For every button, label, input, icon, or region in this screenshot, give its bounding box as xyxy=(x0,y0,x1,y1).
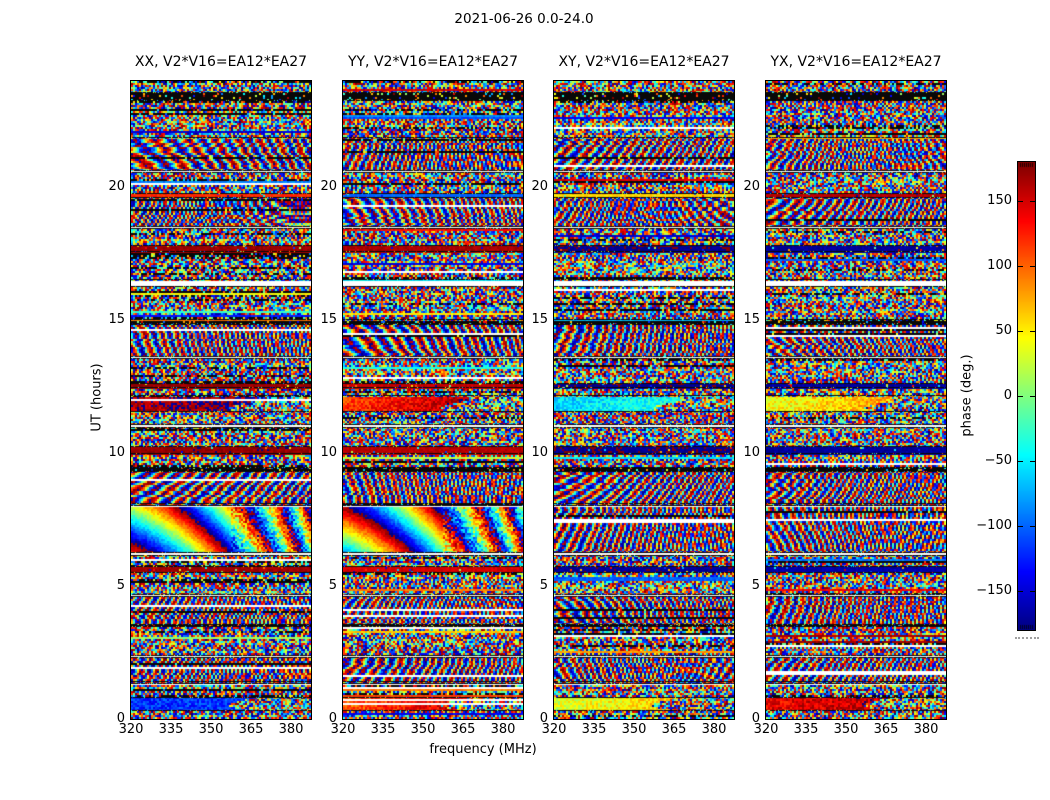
x-tick-label: 365 xyxy=(873,722,899,737)
colorbar-tick-mark xyxy=(1030,201,1035,202)
x-tick-label: 380 xyxy=(913,722,939,737)
x-tick-label: 350 xyxy=(833,722,859,737)
x-tick-label: 365 xyxy=(450,722,476,737)
colorbar-tick-mark xyxy=(1018,591,1023,592)
colorbar-tick-mark xyxy=(1018,201,1023,202)
x-tick-label: 365 xyxy=(238,722,264,737)
y-tick-label: 20 xyxy=(743,179,760,195)
y-tick-label: 20 xyxy=(531,179,548,195)
panel-title-YY: YY, V2*V16=EA12*EA27 xyxy=(347,54,519,70)
x-tick-label: 335 xyxy=(793,722,819,737)
y-tick-label: 5 xyxy=(328,578,337,594)
panel-title-XX: XX, V2*V16=EA12*EA27 xyxy=(134,54,308,70)
x-tick-label: 335 xyxy=(158,722,184,737)
panel-title-YX: YX, V2*V16=EA12*EA27 xyxy=(770,54,942,70)
x-tick-label: 320 xyxy=(541,722,567,737)
x-tick-label: 335 xyxy=(581,722,607,737)
y-tick-label: 10 xyxy=(108,445,125,461)
y-tick-label: 15 xyxy=(743,312,760,328)
colorbar-tick-mark xyxy=(1018,266,1023,267)
colorbar-tick-label: 0 xyxy=(1003,388,1012,403)
colorbar-tick-mark xyxy=(1030,396,1035,397)
x-tick-label: 350 xyxy=(621,722,647,737)
x-tick-label: 380 xyxy=(278,722,304,737)
colorbar-gradient xyxy=(1017,161,1036,631)
heatmap-XY xyxy=(553,80,735,720)
panel-title-XY: XY, V2*V16=EA12*EA27 xyxy=(558,54,730,70)
x-tick-label: 350 xyxy=(410,722,436,737)
x-axis-label: frequency (MHz) xyxy=(429,742,537,757)
colorbar-tick-mark xyxy=(1018,461,1023,462)
x-tick-label: 380 xyxy=(490,722,516,737)
y-tick-label: 10 xyxy=(531,445,548,461)
heatmap-YY xyxy=(342,80,524,720)
y-tick-label: 0 xyxy=(116,711,125,726)
colorbar-tick-label: 100 xyxy=(987,258,1012,273)
colorbar-tick-label: −50 xyxy=(984,453,1012,468)
colorbar-tick-mark xyxy=(1030,461,1035,462)
x-tick-label: 335 xyxy=(370,722,396,737)
y-tick-label: 5 xyxy=(539,578,548,594)
colorbar-tick-mark xyxy=(1030,266,1035,267)
colorbar-tick-label: 50 xyxy=(995,323,1012,338)
y-tick-label: 10 xyxy=(320,445,337,461)
colorbar-canvas xyxy=(1018,162,1035,630)
y-tick-label: 0 xyxy=(328,711,337,726)
y-tick-label: 0 xyxy=(539,711,548,726)
x-tick-label: 380 xyxy=(701,722,727,737)
colorbar-tick-mark xyxy=(1018,331,1023,332)
colorbar-tick-label: −150 xyxy=(976,583,1012,598)
y-tick-label: 5 xyxy=(751,578,760,594)
colorbar-tick-label: −100 xyxy=(976,518,1012,533)
colorbar-tick-mark xyxy=(1030,331,1035,332)
colorbar-tick-mark xyxy=(1018,526,1023,527)
y-axis-label: UT (hours) xyxy=(89,363,105,432)
heatmap-YX xyxy=(765,80,947,720)
x-tick-label: 320 xyxy=(118,722,144,737)
colorbar-tick-mark xyxy=(1030,526,1035,527)
y-tick-label: 15 xyxy=(531,312,548,328)
colorbar-tick-label: 150 xyxy=(987,193,1012,208)
colorbar-bottom-dots xyxy=(1015,637,1039,639)
y-tick-label: 15 xyxy=(108,312,125,328)
x-tick-label: 320 xyxy=(330,722,356,737)
colorbar-tick-mark xyxy=(1018,396,1023,397)
y-tick-label: 15 xyxy=(320,312,337,328)
heatmap-XX xyxy=(130,80,312,720)
y-tick-label: 10 xyxy=(743,445,760,461)
y-tick-label: 0 xyxy=(751,711,760,726)
y-tick-label: 20 xyxy=(108,179,125,195)
y-tick-label: 20 xyxy=(320,179,337,195)
x-tick-label: 350 xyxy=(198,722,224,737)
x-tick-label: 320 xyxy=(753,722,779,737)
x-tick-label: 365 xyxy=(661,722,687,737)
figure-suptitle: 2021-06-26 0.0-24.0 xyxy=(454,11,594,27)
y-tick-label: 5 xyxy=(116,578,125,594)
colorbar-tick-mark xyxy=(1030,591,1035,592)
